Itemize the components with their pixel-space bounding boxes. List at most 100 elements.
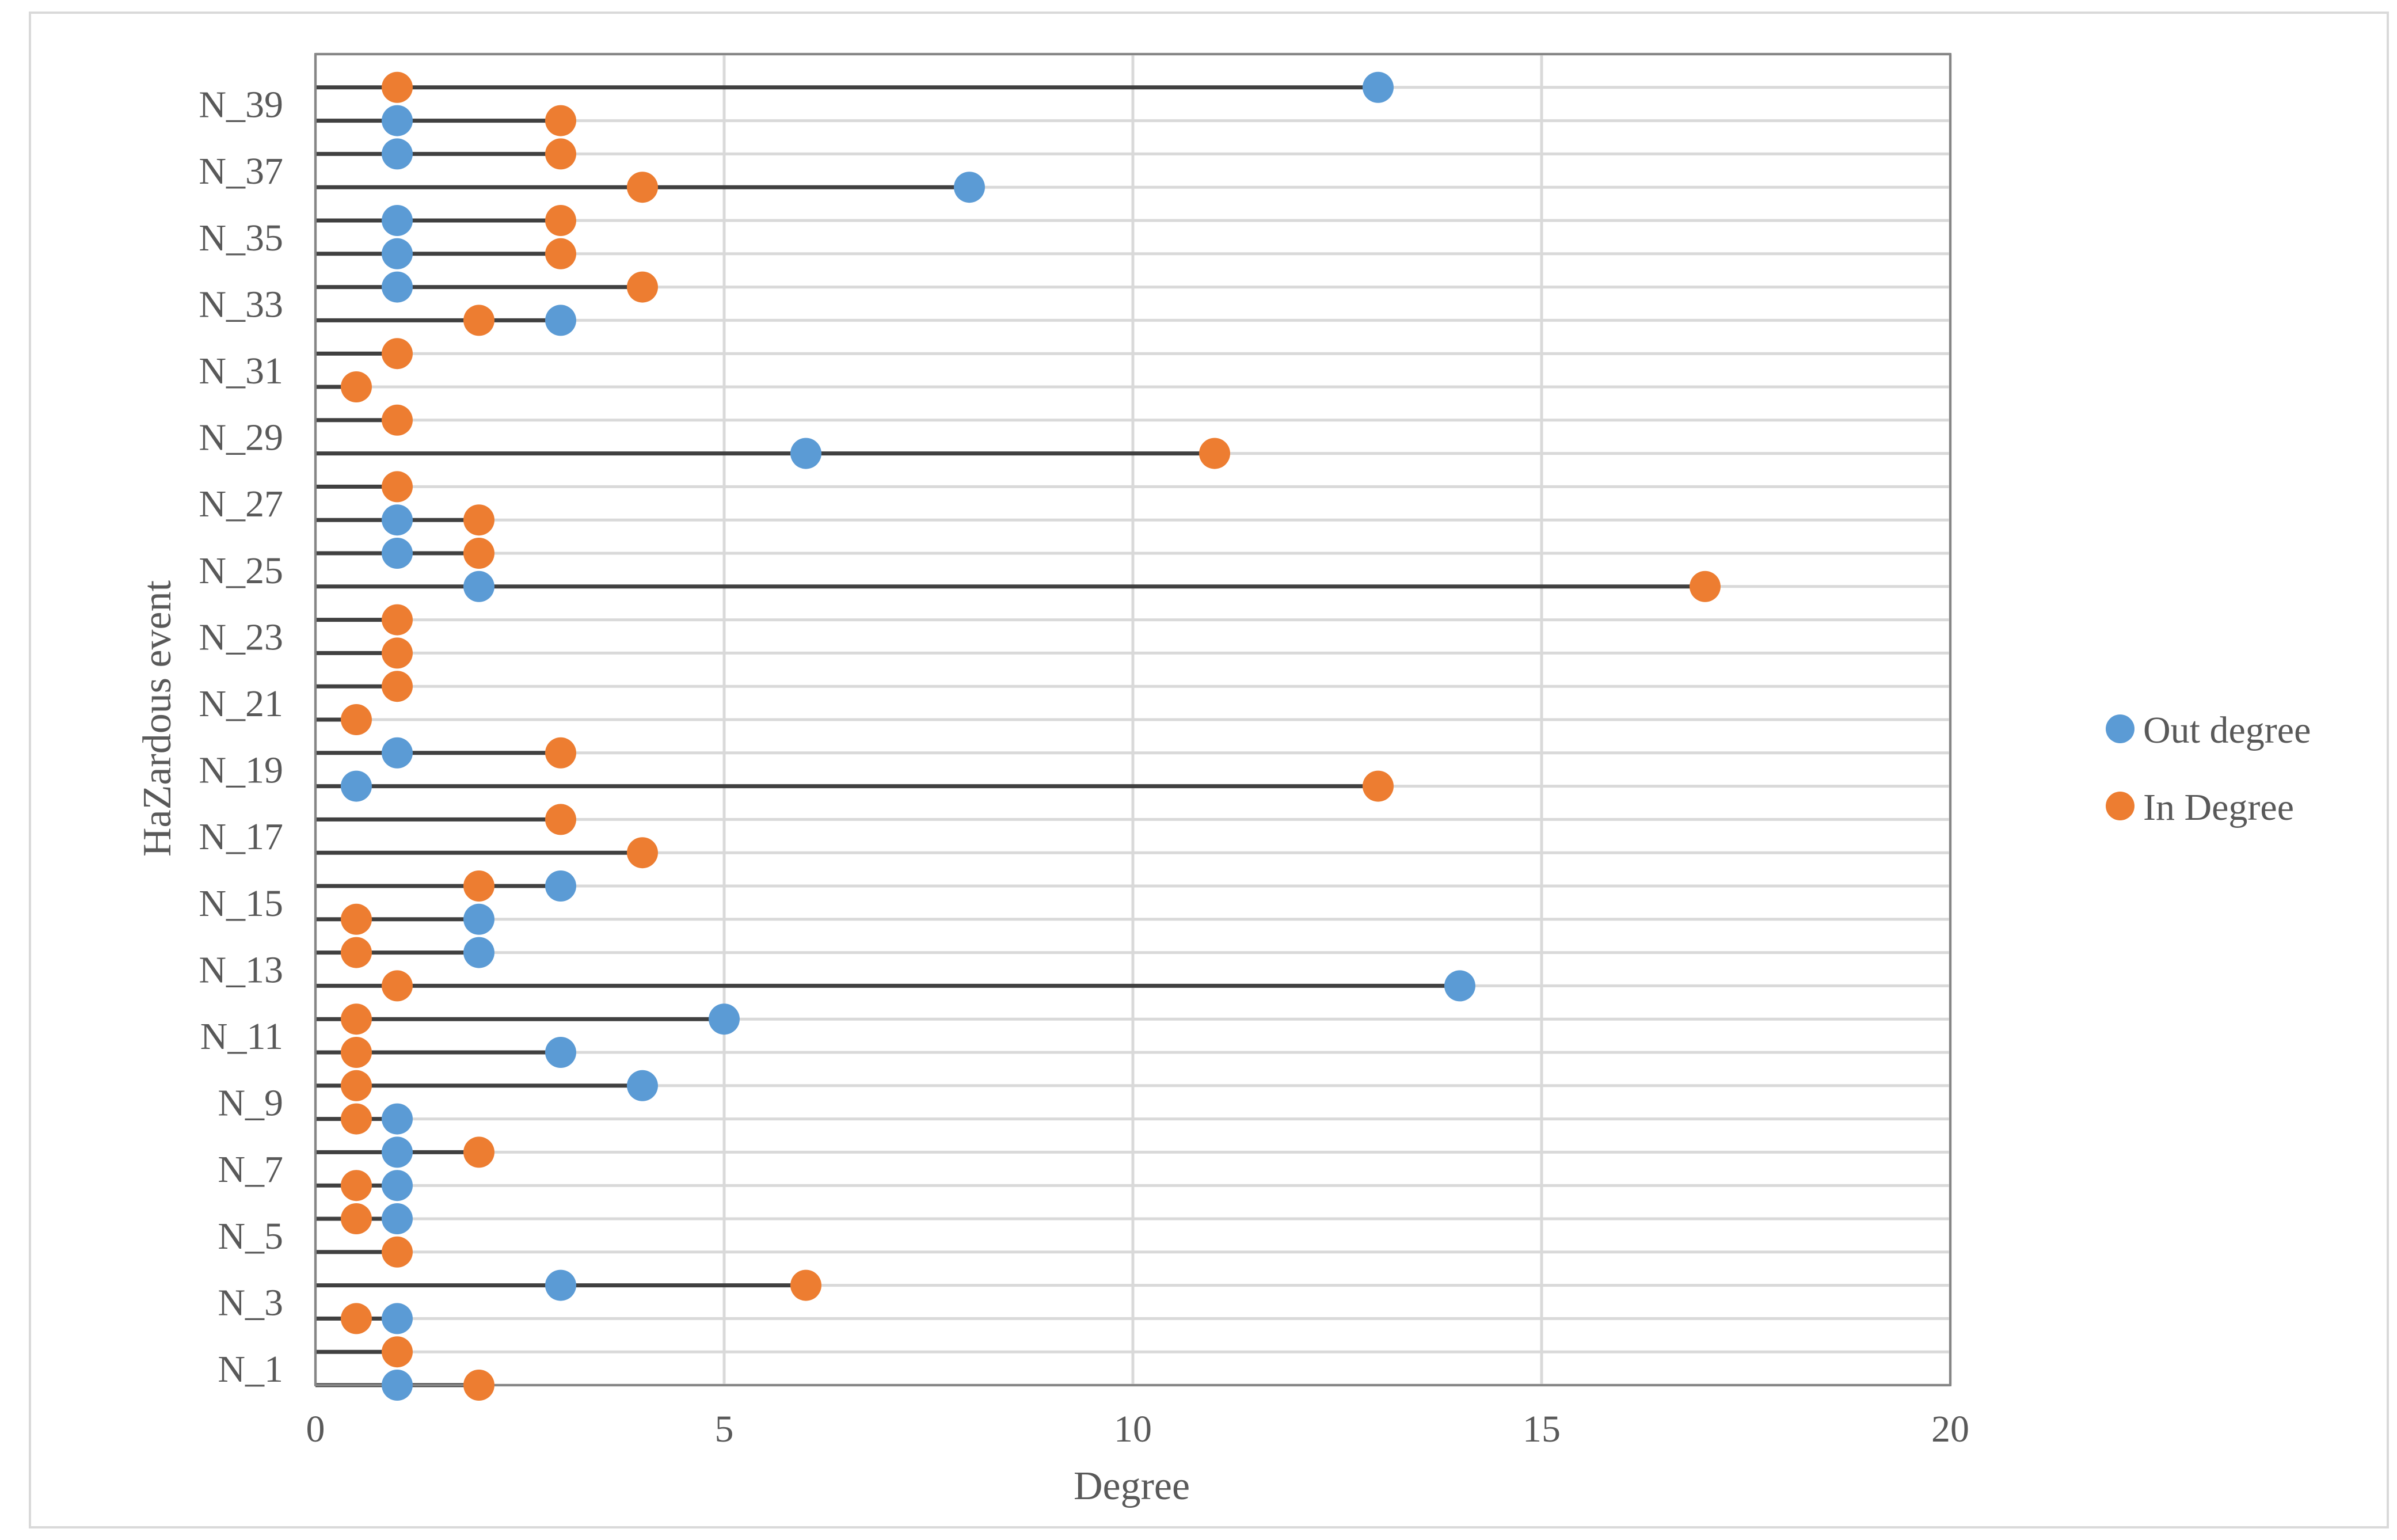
out-degree-point (709, 1003, 740, 1035)
y-tick-label: N_11 (200, 1016, 283, 1058)
in-degree-point (382, 671, 413, 702)
y-tick-label: N_25 (199, 550, 283, 592)
out-degree-point (463, 903, 494, 935)
y-tick-label: N_35 (199, 217, 283, 259)
legend-label-out-degree: Out degree (2143, 709, 2311, 751)
in-degree-point (545, 737, 576, 769)
y-tick-label: N_31 (199, 350, 283, 392)
x-axis-tick-labels: 0 5 10 15 20 (306, 1408, 1970, 1450)
in-degree-point (341, 1203, 372, 1234)
out-degree-point (341, 770, 372, 802)
in-degree-point (341, 1103, 372, 1135)
legend: Out degree In Degree (2106, 709, 2311, 828)
chart-frame (29, 12, 2389, 1528)
plot-area-border (314, 53, 1951, 1386)
in-degree-point (341, 1070, 372, 1101)
y-tick-label: N_19 (199, 750, 283, 792)
out-degree-point (1363, 71, 1394, 103)
x-tick-label: 0 (306, 1408, 325, 1450)
y-tick-label: N_5 (218, 1215, 283, 1257)
in-degree-point (545, 205, 576, 236)
out-degree-point (627, 1070, 658, 1101)
y-tick-label: N_23 (199, 616, 283, 658)
y-tick-label: N_17 (199, 816, 283, 858)
in-degree-point (545, 105, 576, 136)
in-degree-point (382, 71, 413, 103)
in-degree-point (341, 1303, 372, 1334)
in-degree-point (463, 504, 494, 536)
in-degree-point (382, 404, 413, 436)
in-degree-point (382, 1236, 413, 1268)
y-tick-label: N_3 (218, 1282, 283, 1324)
in-degree-point (382, 637, 413, 669)
x-tick-label: 10 (1114, 1408, 1152, 1450)
legend-label-in-degree: In Degree (2143, 786, 2294, 828)
in-degree-point (382, 970, 413, 1002)
out-degree-point (382, 1370, 413, 1401)
in-degree-point (463, 538, 494, 569)
in-degree-point (545, 138, 576, 170)
out-degree-point (382, 1203, 413, 1234)
in-degree-point (341, 903, 372, 935)
out-degree-point (463, 571, 494, 602)
y-axis-title: HaZardous event (135, 580, 180, 857)
in-degree-point (382, 1336, 413, 1368)
out-degree-point (382, 238, 413, 269)
in-degree-point (382, 604, 413, 636)
out-degree-point (382, 1303, 413, 1334)
out-degree-point (545, 1269, 576, 1301)
in-degree-point (463, 305, 494, 336)
in-degree-point (463, 1136, 494, 1168)
y-axis-tick-labels: N_1 N_3 N_5 N_7 N_9 N_11 N_13 N_15 N_17 N_19 N_21 N… (199, 84, 283, 1390)
y-tick-label: N_15 (199, 883, 283, 925)
out-degree-point (545, 305, 576, 336)
in-degree-point (341, 1037, 372, 1068)
out-degree-point (382, 205, 413, 236)
x-axis-title: Degree (1074, 1464, 1190, 1508)
out-degree-point (954, 172, 985, 203)
out-degree-point (382, 271, 413, 303)
in-degree-point (790, 1269, 821, 1301)
in-degree-point (545, 804, 576, 835)
out-degree-point (545, 870, 576, 902)
data-markers (341, 71, 1721, 1401)
in-degree-point (341, 1170, 372, 1201)
y-tick-label: N_1 (218, 1348, 283, 1390)
out-degree-point (382, 105, 413, 136)
y-tick-label: N_7 (218, 1149, 283, 1191)
x-tick-label: 20 (1931, 1408, 1969, 1450)
in-degree-point (1363, 770, 1394, 802)
out-degree-point (382, 504, 413, 536)
y-tick-label: N_39 (199, 84, 283, 126)
y-tick-label: N_33 (199, 283, 283, 325)
out-degree-point (382, 1136, 413, 1168)
out-degree-point (463, 937, 494, 968)
out-degree-point (382, 1103, 413, 1135)
in-degree-point (463, 870, 494, 902)
y-tick-label: N_37 (199, 150, 283, 192)
in-degree-point (545, 238, 576, 269)
in-degree-point (382, 471, 413, 503)
y-tick-label: N_29 (199, 417, 283, 459)
in-degree-point (341, 1003, 372, 1035)
out-degree-point (382, 1170, 413, 1201)
in-degree-point (627, 271, 658, 303)
out-degree-point (545, 1037, 576, 1068)
in-degree-point (463, 1370, 494, 1401)
out-degree-point (790, 438, 821, 469)
x-tick-label: 15 (1523, 1408, 1561, 1450)
in-degree-point (341, 704, 372, 735)
out-degree-point (1444, 970, 1475, 1002)
legend-marker-out-degree (2106, 714, 2135, 743)
y-tick-label: N_13 (199, 949, 283, 991)
in-degree-point (1690, 571, 1721, 602)
out-degree-point (382, 538, 413, 569)
in-degree-point (341, 937, 372, 968)
out-degree-point (382, 138, 413, 170)
in-degree-point (341, 371, 372, 402)
y-tick-label: N_21 (199, 683, 283, 725)
in-degree-point (1199, 438, 1230, 469)
y-tick-label: N_27 (199, 483, 283, 525)
out-degree-point (382, 737, 413, 769)
